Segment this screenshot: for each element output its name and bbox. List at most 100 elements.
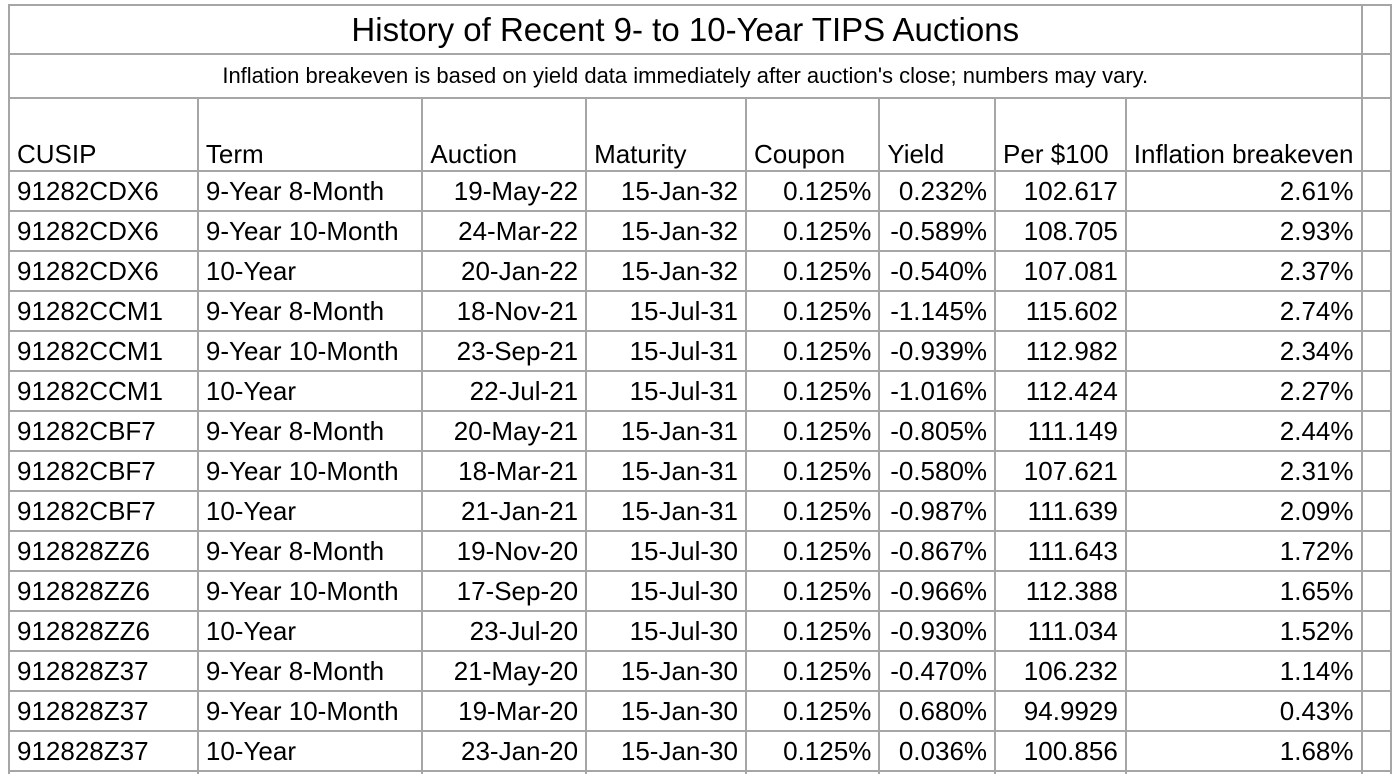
- spill-cell: [878, 770, 997, 774]
- table-cell: 91282CCM1: [8, 370, 199, 412]
- table-cell: -0.987%: [878, 490, 997, 532]
- spill-cell: [1360, 570, 1392, 612]
- table-cell: 94.9929: [994, 690, 1127, 732]
- table-cell: 23-Sep-21: [421, 330, 588, 372]
- table-cell: 912828Z37: [8, 690, 199, 732]
- table-cell: 91282CDX6: [8, 210, 199, 252]
- table-cell: 111.643: [994, 530, 1127, 572]
- table-cell: 912828ZZ6: [8, 610, 199, 652]
- table-cell: 17-Sep-20: [421, 570, 588, 612]
- table-cell: 115.602: [994, 290, 1127, 332]
- spill-cell: [1124, 770, 1363, 774]
- table-cell: 912828Z37: [8, 650, 199, 692]
- table-row: 912828ZZ6 9-Year 8-Month 19-Nov-20 15-Jul-3…: [8, 530, 1392, 572]
- table-row: 912828Z37 9-Year 8-Month 21-May-20 15-Jan-3…: [8, 650, 1392, 692]
- spill-cell: [1360, 370, 1392, 412]
- table-cell: -0.805%: [878, 410, 997, 452]
- table-cell: 102.617: [994, 170, 1127, 212]
- table-cell: 9-Year 10-Month: [196, 330, 424, 372]
- table-cell: 91282CDX6: [8, 170, 199, 212]
- table-cell: 2.44%: [1124, 410, 1363, 452]
- column-header-maturity: Maturity: [585, 97, 747, 172]
- table-subtitle: Inflation breakeven is based on yield da…: [8, 53, 1363, 99]
- table-row: 912828ZZ6 9-Year 10-Month 17-Sep-20 15-Jul-…: [8, 570, 1392, 612]
- table-cell: -0.540%: [878, 250, 997, 292]
- table-cell: 0.232%: [878, 170, 997, 212]
- table-cell: 9-Year 10-Month: [196, 210, 424, 252]
- table-cell: 10-Year: [196, 610, 424, 652]
- table-cell: 24-Mar-22: [421, 210, 588, 252]
- table-cell: 2.27%: [1124, 370, 1363, 412]
- table-cell: 1.52%: [1124, 610, 1363, 652]
- partial-bottom-row: [8, 770, 1392, 774]
- table-cell: 100.856: [994, 730, 1127, 772]
- table-cell: 21-May-20: [421, 650, 588, 692]
- table-cell: 9-Year 10-Month: [196, 450, 424, 492]
- table-cell: 0.125%: [744, 370, 881, 412]
- table-cell: 15-Jan-30: [585, 730, 747, 772]
- tips-auctions-table: History of Recent 9- to 10-Year TIPS Auc…: [8, 4, 1392, 774]
- table-cell: 2.09%: [1124, 490, 1363, 532]
- table-row: 91282CDX6 9-Year 10-Month 24-Mar-22 15-Jan-…: [8, 210, 1392, 252]
- table-cell: 107.621: [994, 450, 1127, 492]
- table-cell: 2.93%: [1124, 210, 1363, 252]
- spill-cell: [1360, 210, 1392, 252]
- table-cell: 19-May-22: [421, 170, 588, 212]
- table-cell: 10-Year: [196, 250, 424, 292]
- page-title: History of Recent 9- to 10-Year TIPS Auc…: [8, 4, 1363, 55]
- table-cell: 2.34%: [1124, 330, 1363, 372]
- table-cell: 2.31%: [1124, 450, 1363, 492]
- table-cell: 112.388: [994, 570, 1127, 612]
- column-header-cusip: CUSIP: [8, 97, 199, 172]
- spill-cell: [1360, 250, 1392, 292]
- spill-cell: [1360, 490, 1392, 532]
- table-cell: 15-Jan-32: [585, 210, 747, 252]
- header-row: CUSIP Term Auction Maturity Coupon Yield Per $…: [8, 97, 1392, 172]
- table-cell: 15-Jul-31: [585, 370, 747, 412]
- table-cell: 15-Jul-30: [585, 610, 747, 652]
- table-row: 912828ZZ6 10-Year 23-Jul-20 15-Jul-30 0.125%…: [8, 610, 1392, 652]
- table-cell: 15-Jan-30: [585, 690, 747, 732]
- table-cell: 912828Z37: [8, 730, 199, 772]
- table-cell: 15-Jul-31: [585, 330, 747, 372]
- table-cell: 0.125%: [744, 250, 881, 292]
- spill-cell: [196, 770, 424, 774]
- spill-cell: [1360, 690, 1392, 732]
- table-row: 91282CBF7 9-Year 8-Month 20-May-21 15-Jan-3…: [8, 410, 1392, 452]
- table-cell: 15-Jul-30: [585, 530, 747, 572]
- table-cell: 912828ZZ6: [8, 530, 199, 572]
- table-cell: 0.125%: [744, 450, 881, 492]
- table-row: 912828Z37 10-Year 23-Jan-20 15-Jan-30 0.125%…: [8, 730, 1392, 772]
- spill-cell: [1360, 770, 1392, 774]
- table-cell: 18-Mar-21: [421, 450, 588, 492]
- column-header-inflation-breakeven: Inflation breakeven: [1124, 97, 1363, 172]
- table-cell: 23-Jan-20: [421, 730, 588, 772]
- table-cell: 21-Jan-21: [421, 490, 588, 532]
- table-cell: 0.680%: [878, 690, 997, 732]
- table-row: 91282CBF7 9-Year 10-Month 18-Mar-21 15-Jan-…: [8, 450, 1392, 492]
- table-cell: 0.125%: [744, 410, 881, 452]
- table-cell: 1.65%: [1124, 570, 1363, 612]
- table-cell: 15-Jan-30: [585, 650, 747, 692]
- spill-cell: [744, 770, 881, 774]
- spill-cell: [421, 770, 588, 774]
- table-cell: 2.74%: [1124, 290, 1363, 332]
- column-header-per-100: Per $100: [994, 97, 1127, 172]
- table-cell: 9-Year 8-Month: [196, 530, 424, 572]
- table-cell: 912828ZZ6: [8, 570, 199, 612]
- table-cell: -1.016%: [878, 370, 997, 412]
- spill-cell: [994, 770, 1127, 774]
- table-row: 91282CCM1 9-Year 8-Month 18-Nov-21 15-Jul-3…: [8, 290, 1392, 332]
- table-cell: -0.939%: [878, 330, 997, 372]
- table-cell: 10-Year: [196, 370, 424, 412]
- spill-cell: [1360, 170, 1392, 212]
- table-cell: 1.68%: [1124, 730, 1363, 772]
- spill-cell: [1360, 410, 1392, 452]
- table-row: 91282CDX6 10-Year 20-Jan-22 15-Jan-32 0.125%…: [8, 250, 1392, 292]
- table-cell: 15-Jul-31: [585, 290, 747, 332]
- table-row: 91282CCM1 10-Year 22-Jul-21 15-Jul-31 0.125%…: [8, 370, 1392, 412]
- table-cell: 0.43%: [1124, 690, 1363, 732]
- spill-cell: [585, 770, 747, 774]
- table-cell: 20-May-21: [421, 410, 588, 452]
